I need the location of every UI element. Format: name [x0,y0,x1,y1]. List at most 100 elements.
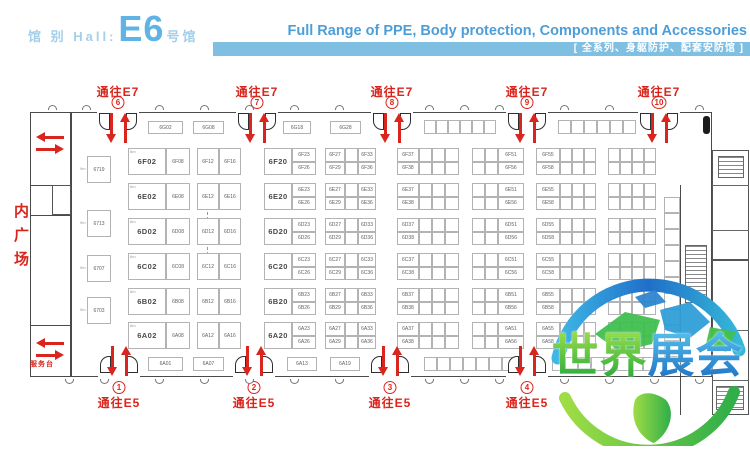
booth-cell [572,161,584,175]
booth-cell [460,120,472,134]
column-arc [155,105,164,110]
booth-cell [484,120,496,134]
booth-cell [584,120,597,134]
booth-cell [485,148,498,162]
booth-cell [432,148,445,162]
booth-cell [560,218,572,232]
booth-cell [632,183,644,197]
stairs-1 [718,156,744,178]
column-arc [48,105,57,110]
exit-label: 通往E7 [96,85,140,99]
booth-cell [445,322,459,336]
booth-6A56: 6A56 [498,335,524,349]
booth-cell [620,253,632,267]
booth-cell [489,357,502,371]
column-arc [425,105,434,110]
booth-cell [632,288,644,302]
booth-cell [472,288,485,302]
booth-6F51: 6F51 [498,148,524,162]
booth-6A07: 6A07 [193,357,224,371]
arrow-down-icon [245,113,256,143]
booth-cell [620,218,632,232]
booth-6D37: 6D37 [397,218,419,232]
booth-cell [620,301,632,315]
booth-6E27: 6E27 [325,183,345,197]
booth-cell [419,231,432,245]
booth-6E08: 6E08 [166,183,190,210]
column-arc [290,379,299,384]
booth-cell [552,357,565,371]
booth-6G18: 6G18 [283,121,311,134]
booth-cell [432,322,445,336]
booth-cell [445,253,459,267]
booth-cell [432,288,445,302]
booth-6B12: 6B12 [197,288,219,315]
booth-cell [644,231,656,245]
booth-6B16: 6B16 [219,288,241,315]
booth-6F16: 6F16 [219,148,241,175]
booth-cell [584,196,596,210]
booth-6C20: 6C20 [264,253,292,280]
booth-cell [485,218,498,232]
booth-cell [610,120,623,134]
booth-cell [644,301,656,315]
arrow-down-icon [515,346,526,376]
booth-cell [432,218,445,232]
booth-6F36: 6F36 [358,161,376,175]
booth-6D38: 6D38 [397,231,419,245]
annex-divider-mid [30,215,72,216]
booth-cell [560,253,572,267]
booth-cell [664,245,680,261]
exit-label: 通往E7 [370,85,414,99]
arrow-up-icon [661,113,672,143]
booth-cell [664,213,680,229]
booth-cell [664,325,680,341]
booth-6C29: 6C29 [325,266,345,280]
booth-cell [424,357,437,371]
booth-cell [472,253,485,267]
booth-cell [445,161,459,175]
booth-cell [472,301,485,315]
booth-cell [445,218,459,232]
booth-cell [644,335,656,349]
booth-cell [432,161,445,175]
booth-cell [463,357,476,371]
booth-6B29: 6B29 [325,301,345,315]
column-arc [335,105,344,110]
service-desk-label: 服务台 [30,361,54,368]
booth-cell [620,196,632,210]
hall-code: E6 [118,8,165,49]
booth-6713: 6713 [87,210,111,237]
booth-cell [664,229,680,245]
booth-cell [584,218,596,232]
booth-cell [345,335,358,349]
booth-cell [620,183,632,197]
door-leaf [371,356,382,373]
booth-cell [485,335,498,349]
booth-6E38: 6E38 [397,196,419,210]
booth-cell [445,196,459,210]
column-arc [560,105,569,110]
door-gap [369,375,411,380]
booth-cell [644,218,656,232]
annex-divider-top [30,185,72,186]
booth-cell [345,218,358,232]
booth-cell [571,120,584,134]
booth-6F29: 6F29 [325,161,345,175]
dim-mark: 6m [130,184,136,189]
exit-label: 通往E7 [637,85,681,99]
booth-cell [432,231,445,245]
arrow-up-icon [121,346,132,376]
arrow-up-icon [392,346,403,376]
booth-cell [644,196,656,210]
booth-cell [560,196,572,210]
booth-6A02: 6A02 [128,322,166,349]
door-gap [98,375,140,380]
booth-cell [345,148,358,162]
column-arc [695,379,704,384]
booth-cell [560,335,572,349]
dim-mark: 9m [80,307,86,312]
booth-cell [584,322,596,336]
booth-cell [450,357,463,371]
booth-cell [472,148,485,162]
